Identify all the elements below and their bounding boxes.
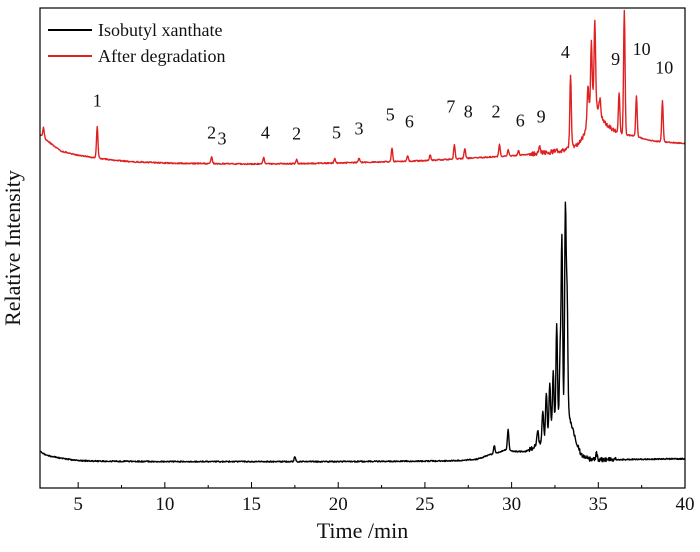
legend: Isobutyl xanthate After degradation	[48, 20, 225, 66]
peak-label: 2	[207, 123, 216, 143]
peak-label: 7	[446, 97, 455, 117]
plot-frame	[39, 7, 686, 489]
peak-label: 9	[611, 49, 620, 69]
plot-lines	[39, 9, 686, 463]
peak-label: 5	[332, 123, 341, 143]
peak-label: 3	[218, 128, 227, 148]
peak-label: 8	[464, 101, 473, 121]
x-axis-ticks: 5 10 15 20 25 30 35 40	[73, 482, 695, 515]
x-tick-label: 25	[415, 494, 434, 515]
peak-label: 2	[292, 124, 301, 144]
peak-label: 6	[405, 112, 414, 132]
peak-label: 2	[492, 101, 501, 121]
legend-label-isobutyl-xanthate: Isobutyl xanthate	[98, 20, 222, 40]
x-tick-label: 40	[676, 494, 695, 515]
x-axis-label: Time /min	[317, 518, 409, 543]
y-axis-label: Relative Intensity	[0, 170, 25, 326]
peak-label: 1	[93, 90, 102, 110]
peak-label: 10	[633, 39, 651, 59]
x-tick-label: 30	[502, 494, 521, 515]
series-line-isobutyl-xanthate	[39, 201, 686, 463]
peak-label: 4	[261, 123, 270, 143]
peak-label: 6	[516, 111, 525, 131]
x-tick-label: 35	[589, 494, 608, 515]
x-tick-label: 10	[155, 494, 174, 515]
peak-label: 3	[355, 119, 364, 139]
x-tick-label: 5	[73, 494, 83, 515]
legend-label-after-degradation: After degradation	[98, 46, 225, 66]
peak-labels: 12342535678269410891010	[93, 39, 673, 148]
peak-label: 10	[655, 57, 673, 77]
peak-label: 4	[561, 42, 570, 62]
series-line-after-degradation	[39, 9, 686, 166]
x-tick-label: 20	[329, 494, 348, 515]
peak-label: 9	[537, 107, 546, 127]
x-tick-label: 15	[242, 494, 261, 515]
peak-label: 5	[386, 104, 395, 124]
